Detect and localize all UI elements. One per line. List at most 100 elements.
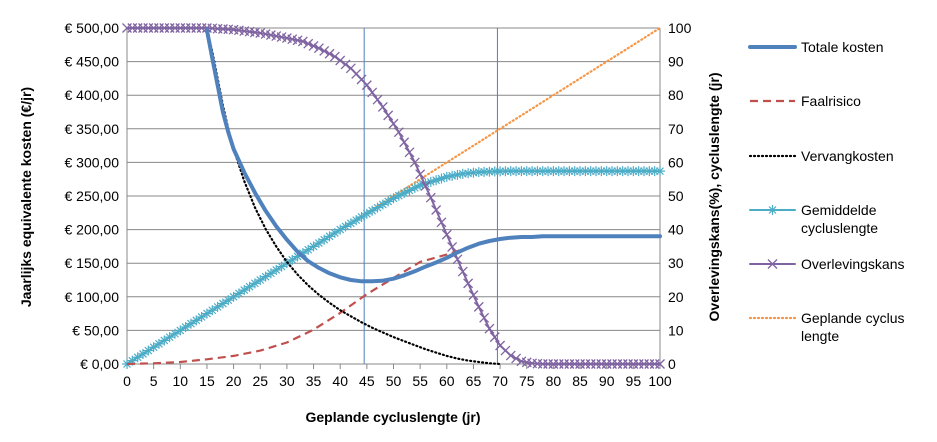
data-point	[388, 118, 399, 129]
series-line	[204, 28, 662, 284]
data-point	[495, 340, 506, 351]
data-point	[260, 29, 271, 40]
data-point	[197, 313, 206, 321]
y-axis-left-title: Jaarlijks equivalente kosten (€/jr)	[18, 87, 34, 307]
data-point	[324, 48, 335, 59]
data-point	[330, 229, 339, 237]
data-point	[171, 329, 179, 338]
data-point	[329, 51, 340, 62]
y-right-tick-label: 10	[668, 322, 684, 338]
data-point	[426, 177, 435, 186]
series-totale-kosten	[204, 28, 662, 284]
data-point	[314, 239, 323, 247]
data-point	[368, 206, 377, 215]
vertical-lines	[363, 28, 498, 364]
data-point	[250, 279, 259, 288]
data-point	[292, 35, 303, 46]
data-point	[320, 235, 329, 244]
data-point	[335, 55, 346, 66]
legend-item-vervangkosten: Vervangkosten	[748, 148, 894, 164]
legend-label: Vervangkosten	[801, 148, 894, 164]
data-point	[441, 229, 452, 240]
data-point	[357, 213, 366, 221]
data-point	[346, 219, 355, 228]
data-point	[276, 32, 287, 43]
data-point	[217, 24, 228, 34]
data-point	[489, 332, 500, 343]
data-point	[165, 333, 174, 342]
data-point	[325, 232, 334, 241]
data-point	[367, 87, 378, 98]
y-left-tick-label: € 150,00	[65, 255, 120, 271]
x-tick-label: 95	[626, 373, 642, 389]
data-point	[457, 266, 468, 277]
legend-label-line: cycluslengte	[801, 220, 878, 236]
y-right-tick-label: 50	[668, 188, 684, 204]
legend-label: Geplande cyclus lengte	[801, 310, 905, 344]
data-point	[500, 345, 511, 356]
x-tick-label: 0	[123, 373, 131, 389]
x-tick-label: 45	[359, 373, 375, 389]
legend-label: Faalrisico	[801, 93, 861, 109]
data-point	[768, 206, 777, 214]
data-point	[505, 350, 516, 361]
legend-item-geplande-cyclus-lengte: Geplande cyclus lengte	[748, 310, 905, 344]
data-point	[469, 168, 478, 177]
tick-labels: € 0,00 € 50,00 € 100,00 € 150,00 € 200,00 € 2…	[65, 20, 692, 389]
data-point	[383, 110, 394, 121]
y-right-tick-label: 60	[668, 154, 684, 170]
y-left-tick-label: € 350,00	[65, 121, 120, 137]
data-point	[277, 262, 286, 271]
data-point	[160, 336, 169, 345]
x-tick-label: 5	[150, 373, 158, 389]
data-point	[345, 63, 356, 74]
data-point	[228, 24, 239, 35]
data-point	[767, 259, 778, 269]
legend-item-overlevingskans: Overlevingskans	[749, 256, 905, 272]
x-tick-label: 55	[412, 373, 428, 389]
data-point	[468, 290, 479, 301]
data-point	[420, 180, 431, 191]
series-gemiddelde-cycluslengte	[122, 166, 665, 369]
x-tick-label: 60	[439, 373, 455, 389]
data-point	[213, 302, 222, 311]
x-tick-label: 20	[226, 373, 242, 389]
data-point	[265, 30, 276, 41]
data-point	[516, 356, 527, 367]
y-right-tick-label: 70	[668, 121, 684, 137]
data-point	[313, 43, 324, 54]
data-point	[351, 68, 362, 79]
x-tick-label: 10	[173, 373, 189, 389]
data-point	[208, 306, 217, 315]
data-point	[287, 34, 298, 45]
data-point	[249, 27, 260, 38]
data-point	[399, 137, 410, 148]
data-point	[297, 36, 308, 47]
data-point	[511, 353, 522, 364]
data-point	[192, 316, 201, 325]
data-point	[245, 282, 254, 291]
data-point	[431, 205, 442, 215]
data-point	[452, 254, 463, 265]
data-point	[393, 127, 404, 138]
data-point	[474, 168, 483, 177]
data-point	[239, 26, 250, 36]
data-point	[361, 80, 372, 91]
data-point	[453, 170, 462, 179]
x-tick-label: 85	[572, 373, 588, 389]
data-point	[656, 167, 664, 176]
y-right-tick-label: 20	[668, 289, 684, 305]
legend-item-totale-kosten: Totale kosten	[748, 39, 884, 55]
data-point	[308, 40, 319, 51]
data-point	[155, 339, 163, 348]
data-point	[341, 222, 350, 231]
y-right-tick-label: 40	[668, 222, 684, 238]
data-point	[463, 278, 474, 289]
data-point	[235, 289, 243, 298]
legend-item-faalrisico: Faalrisico	[750, 93, 861, 109]
data-point	[212, 23, 223, 34]
data-point	[527, 358, 538, 369]
legend-label-line: Geplande cyclus	[801, 310, 905, 326]
data-point	[271, 31, 282, 42]
y-left-tick-label: € 500,00	[65, 20, 120, 36]
